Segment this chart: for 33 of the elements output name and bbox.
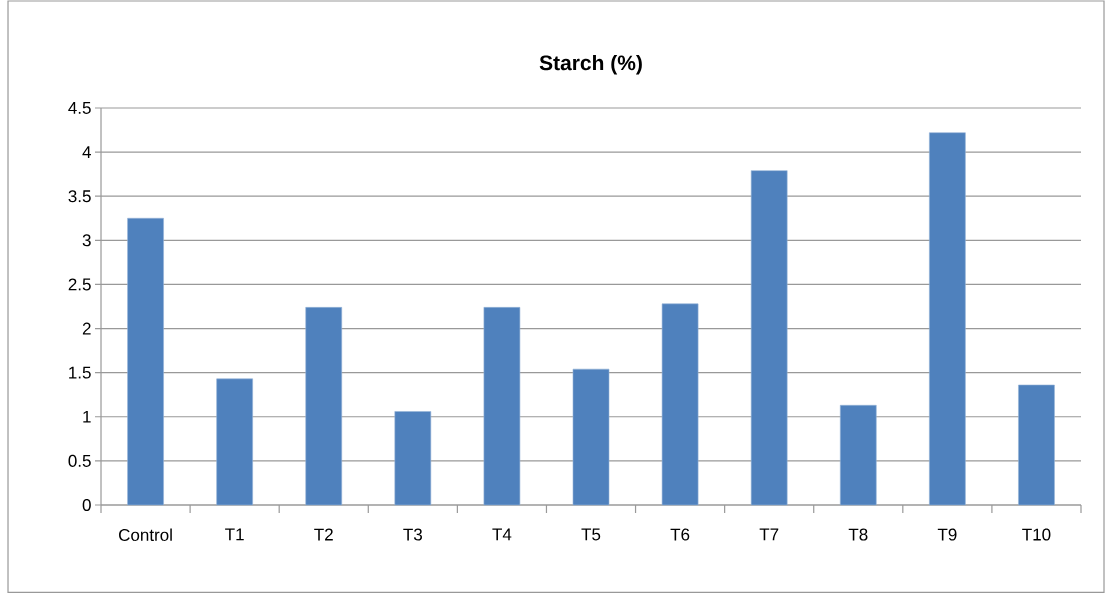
- bar: [127, 217, 164, 506]
- y-tick-label: 2: [82, 322, 91, 335]
- bar: [483, 307, 521, 506]
- y-tick-label: 0: [82, 498, 91, 512]
- y-tick-label: 4.5: [68, 102, 91, 114]
- bar: [1018, 384, 1055, 506]
- x-tick-label: T9: [937, 528, 957, 541]
- x-tick-label: T4: [492, 528, 512, 541]
- y-tick-label: 3: [82, 234, 91, 247]
- y-tick-label: 3.5: [68, 190, 91, 203]
- y-tick-label: 4: [82, 146, 91, 158]
- x-tick-label: T5: [581, 528, 601, 541]
- x-tick-label: T8: [848, 528, 868, 541]
- bar: [572, 368, 610, 506]
- bar: [394, 411, 432, 506]
- y-tick-label: 1.5: [69, 366, 91, 379]
- chart-title: Starch (%): [539, 54, 642, 75]
- x-tick-label: T2: [314, 528, 333, 541]
- y-tick-label: 2.5: [68, 278, 91, 291]
- bar: [216, 378, 253, 506]
- bar: [661, 303, 699, 506]
- x-tick-label: Control: [119, 528, 172, 542]
- x-tick-label: T7: [759, 528, 779, 541]
- x-tick-label: T10: [1022, 528, 1051, 541]
- y-tick-label: 1: [83, 410, 91, 423]
- y-tick-label: 0.5: [68, 454, 91, 467]
- x-tick-label: T6: [670, 528, 690, 541]
- x-tick-label: T3: [403, 528, 422, 541]
- bar: [929, 132, 966, 506]
- bar: [750, 170, 788, 506]
- bar: [305, 307, 343, 506]
- x-tick-label: T1: [225, 528, 244, 541]
- bar: [839, 405, 877, 506]
